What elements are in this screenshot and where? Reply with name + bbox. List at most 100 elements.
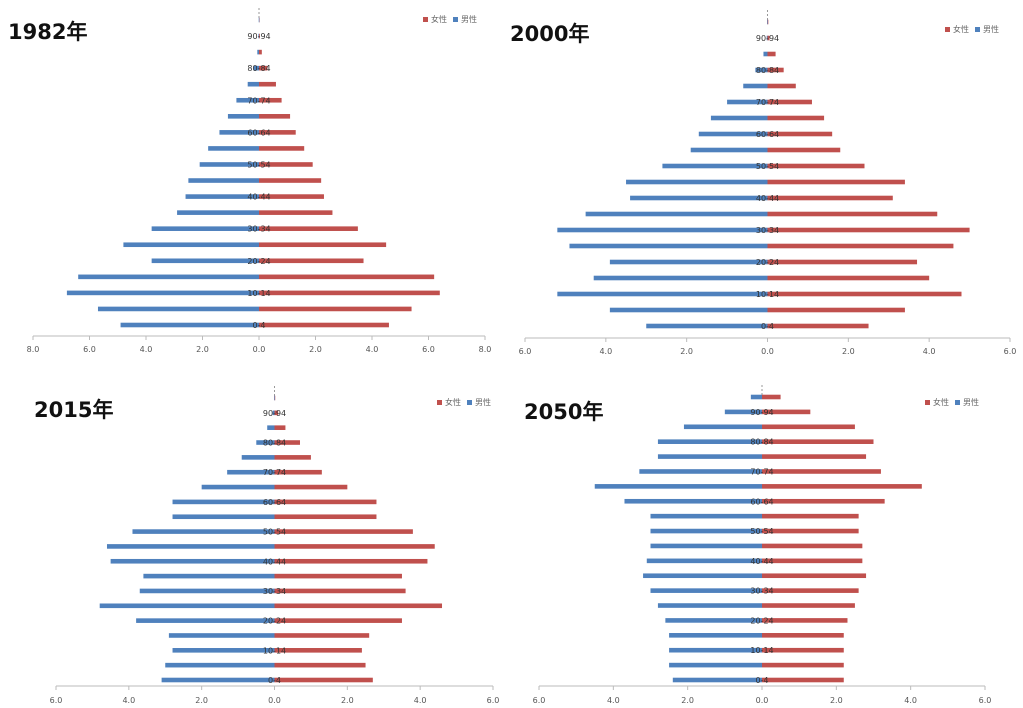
legend-item-male: 男性 [955, 397, 979, 408]
bar-male [172, 648, 275, 653]
bar-female [259, 258, 364, 264]
category-label: 0-4 [252, 321, 265, 330]
bar-female [767, 115, 825, 121]
bar-female [274, 499, 377, 505]
chart-title-2000: 2000年 [510, 22, 590, 46]
category-label: 50-54 [247, 160, 270, 169]
bar-male [241, 455, 275, 460]
bar-male [650, 528, 762, 534]
chart-svg-2050: 6.0 4.0 2.0 0.0 2.0 4.0 6.0 0-4 10-14 20-24 30-34 4… [533, 385, 992, 705]
bar-male [724, 409, 762, 415]
bar-male [624, 498, 762, 504]
bar-male [208, 146, 259, 151]
bar-female [274, 529, 413, 534]
bar-female [259, 242, 387, 248]
bar-male [593, 275, 768, 281]
chart-title-1982: 1982年 [8, 20, 88, 44]
bar-female [274, 677, 373, 683]
category-label: 30-34 [756, 226, 779, 235]
bar-female [259, 274, 435, 280]
bar-female [274, 514, 377, 520]
legend-swatch-female [423, 17, 428, 22]
legend-item-female: 女性 [945, 24, 969, 35]
chart-svg-2015: 6.0 4.0 2.0 0.0 2.0 4.0 6.0 0-4 10-14 20-24 30-34 4… [50, 386, 499, 705]
bar-male [236, 97, 259, 103]
category-label: 10-14 [247, 289, 270, 298]
x-tick-label: 6.0 [979, 696, 992, 705]
legend-swatch-male [467, 400, 472, 405]
category-label: 30-34 [263, 587, 286, 596]
category-label: 30-34 [247, 225, 270, 234]
category-label: 90-94 [263, 409, 286, 418]
bar-male [267, 425, 275, 430]
bar-male [139, 588, 275, 594]
x-tick-label: 0.0 [761, 347, 774, 356]
category-label: 10-14 [263, 646, 286, 655]
bar-female [274, 484, 348, 490]
category-label: 0-4 [268, 676, 281, 685]
bar-male [151, 258, 259, 264]
bar-male [657, 603, 762, 608]
bar-female [762, 603, 855, 608]
bar-male [120, 322, 259, 328]
bar-male [609, 307, 768, 313]
bar-male [247, 81, 259, 87]
bar-male [657, 454, 762, 459]
bar-female [762, 633, 844, 638]
bar-male [669, 662, 762, 668]
legend-label-female: 女性 [445, 398, 461, 407]
category-label: 80-84 [247, 64, 270, 73]
bar-female [767, 211, 938, 217]
bar-female [259, 162, 313, 167]
bar-male [258, 17, 260, 23]
x-tick-label: 2.0 [341, 696, 354, 705]
bar-male [727, 99, 768, 105]
bar-female [259, 290, 440, 296]
bar-male [630, 195, 768, 201]
legend-swatch-female [925, 400, 930, 405]
bar-female [259, 322, 389, 328]
bar-female [259, 210, 333, 215]
x-tick-label: 4.0 [414, 696, 427, 705]
bar-female [767, 99, 812, 105]
category-label: 30-34 [750, 587, 773, 596]
category-label: 50-54 [750, 527, 773, 536]
bar-female [767, 179, 905, 185]
bar-female [259, 114, 291, 119]
category-label: 80-84 [263, 439, 286, 448]
category-label: 0-4 [755, 676, 768, 685]
bar-male [188, 178, 259, 183]
x-tick-label: 6.0 [533, 696, 546, 705]
bar-female [767, 83, 796, 89]
bar-female [767, 67, 784, 73]
category-label: 80-84 [750, 438, 773, 447]
bar-male [168, 633, 275, 638]
category-label: 20-24 [756, 258, 779, 267]
legend-swatch-male [453, 17, 458, 22]
x-tick-label: 2.0 [309, 345, 322, 354]
category-label: 20-24 [247, 257, 270, 266]
bar-female [762, 454, 867, 459]
bar-female [762, 677, 844, 683]
bar-female [274, 662, 366, 668]
category-label: 60-64 [756, 130, 779, 139]
bar-female [762, 513, 859, 519]
bar-male [557, 227, 768, 233]
bar-female [762, 618, 848, 623]
bar-male [569, 243, 768, 249]
x-tick-label: 4.0 [366, 345, 379, 354]
x-tick-label: 2.0 [195, 696, 208, 705]
bar-male [665, 618, 762, 623]
bar-male [272, 410, 275, 416]
bar-male [767, 19, 768, 25]
x-tick-label: 6.0 [519, 347, 532, 356]
x-tick-label: 0.0 [253, 345, 266, 354]
bar-male [585, 211, 768, 217]
chart-svg-2000: 6.0 4.0 2.0 0.0 2.0 4.0 6.0 0-4 10-14 20-24 30-34 4… [519, 10, 1016, 356]
bar-male [662, 163, 768, 169]
bar-male [766, 35, 768, 41]
bar-female [274, 573, 402, 579]
bar-male [594, 484, 762, 489]
x-tick-label: 2.0 [196, 345, 209, 354]
legend-2015: 女性 男性 [437, 397, 497, 408]
